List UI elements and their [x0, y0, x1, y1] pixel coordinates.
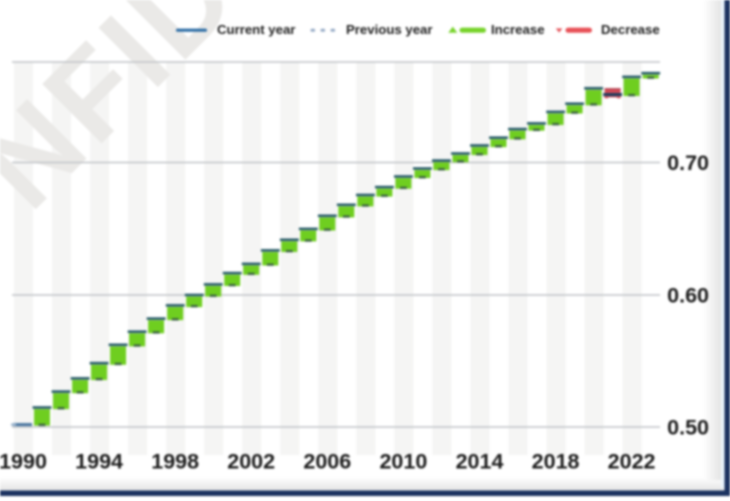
svg-text:Current year: Current year: [217, 22, 295, 37]
svg-text:0.60: 0.60: [667, 283, 709, 307]
svg-text:1994: 1994: [75, 450, 123, 474]
svg-text:Decrease: Decrease: [601, 22, 660, 37]
svg-text:2010: 2010: [379, 450, 427, 474]
svg-text:Previous year: Previous year: [346, 22, 433, 37]
svg-text:0.70: 0.70: [667, 151, 709, 175]
svg-text:1998: 1998: [151, 450, 199, 474]
svg-text:2022: 2022: [608, 450, 656, 474]
svg-text:2014: 2014: [456, 450, 504, 474]
svg-text:Increase: Increase: [491, 22, 545, 37]
svg-text:2006: 2006: [303, 450, 351, 474]
svg-text:1990: 1990: [0, 450, 47, 474]
svg-text:2018: 2018: [532, 450, 580, 474]
svg-text:0.50: 0.50: [667, 415, 709, 439]
svg-text:2002: 2002: [227, 450, 275, 474]
